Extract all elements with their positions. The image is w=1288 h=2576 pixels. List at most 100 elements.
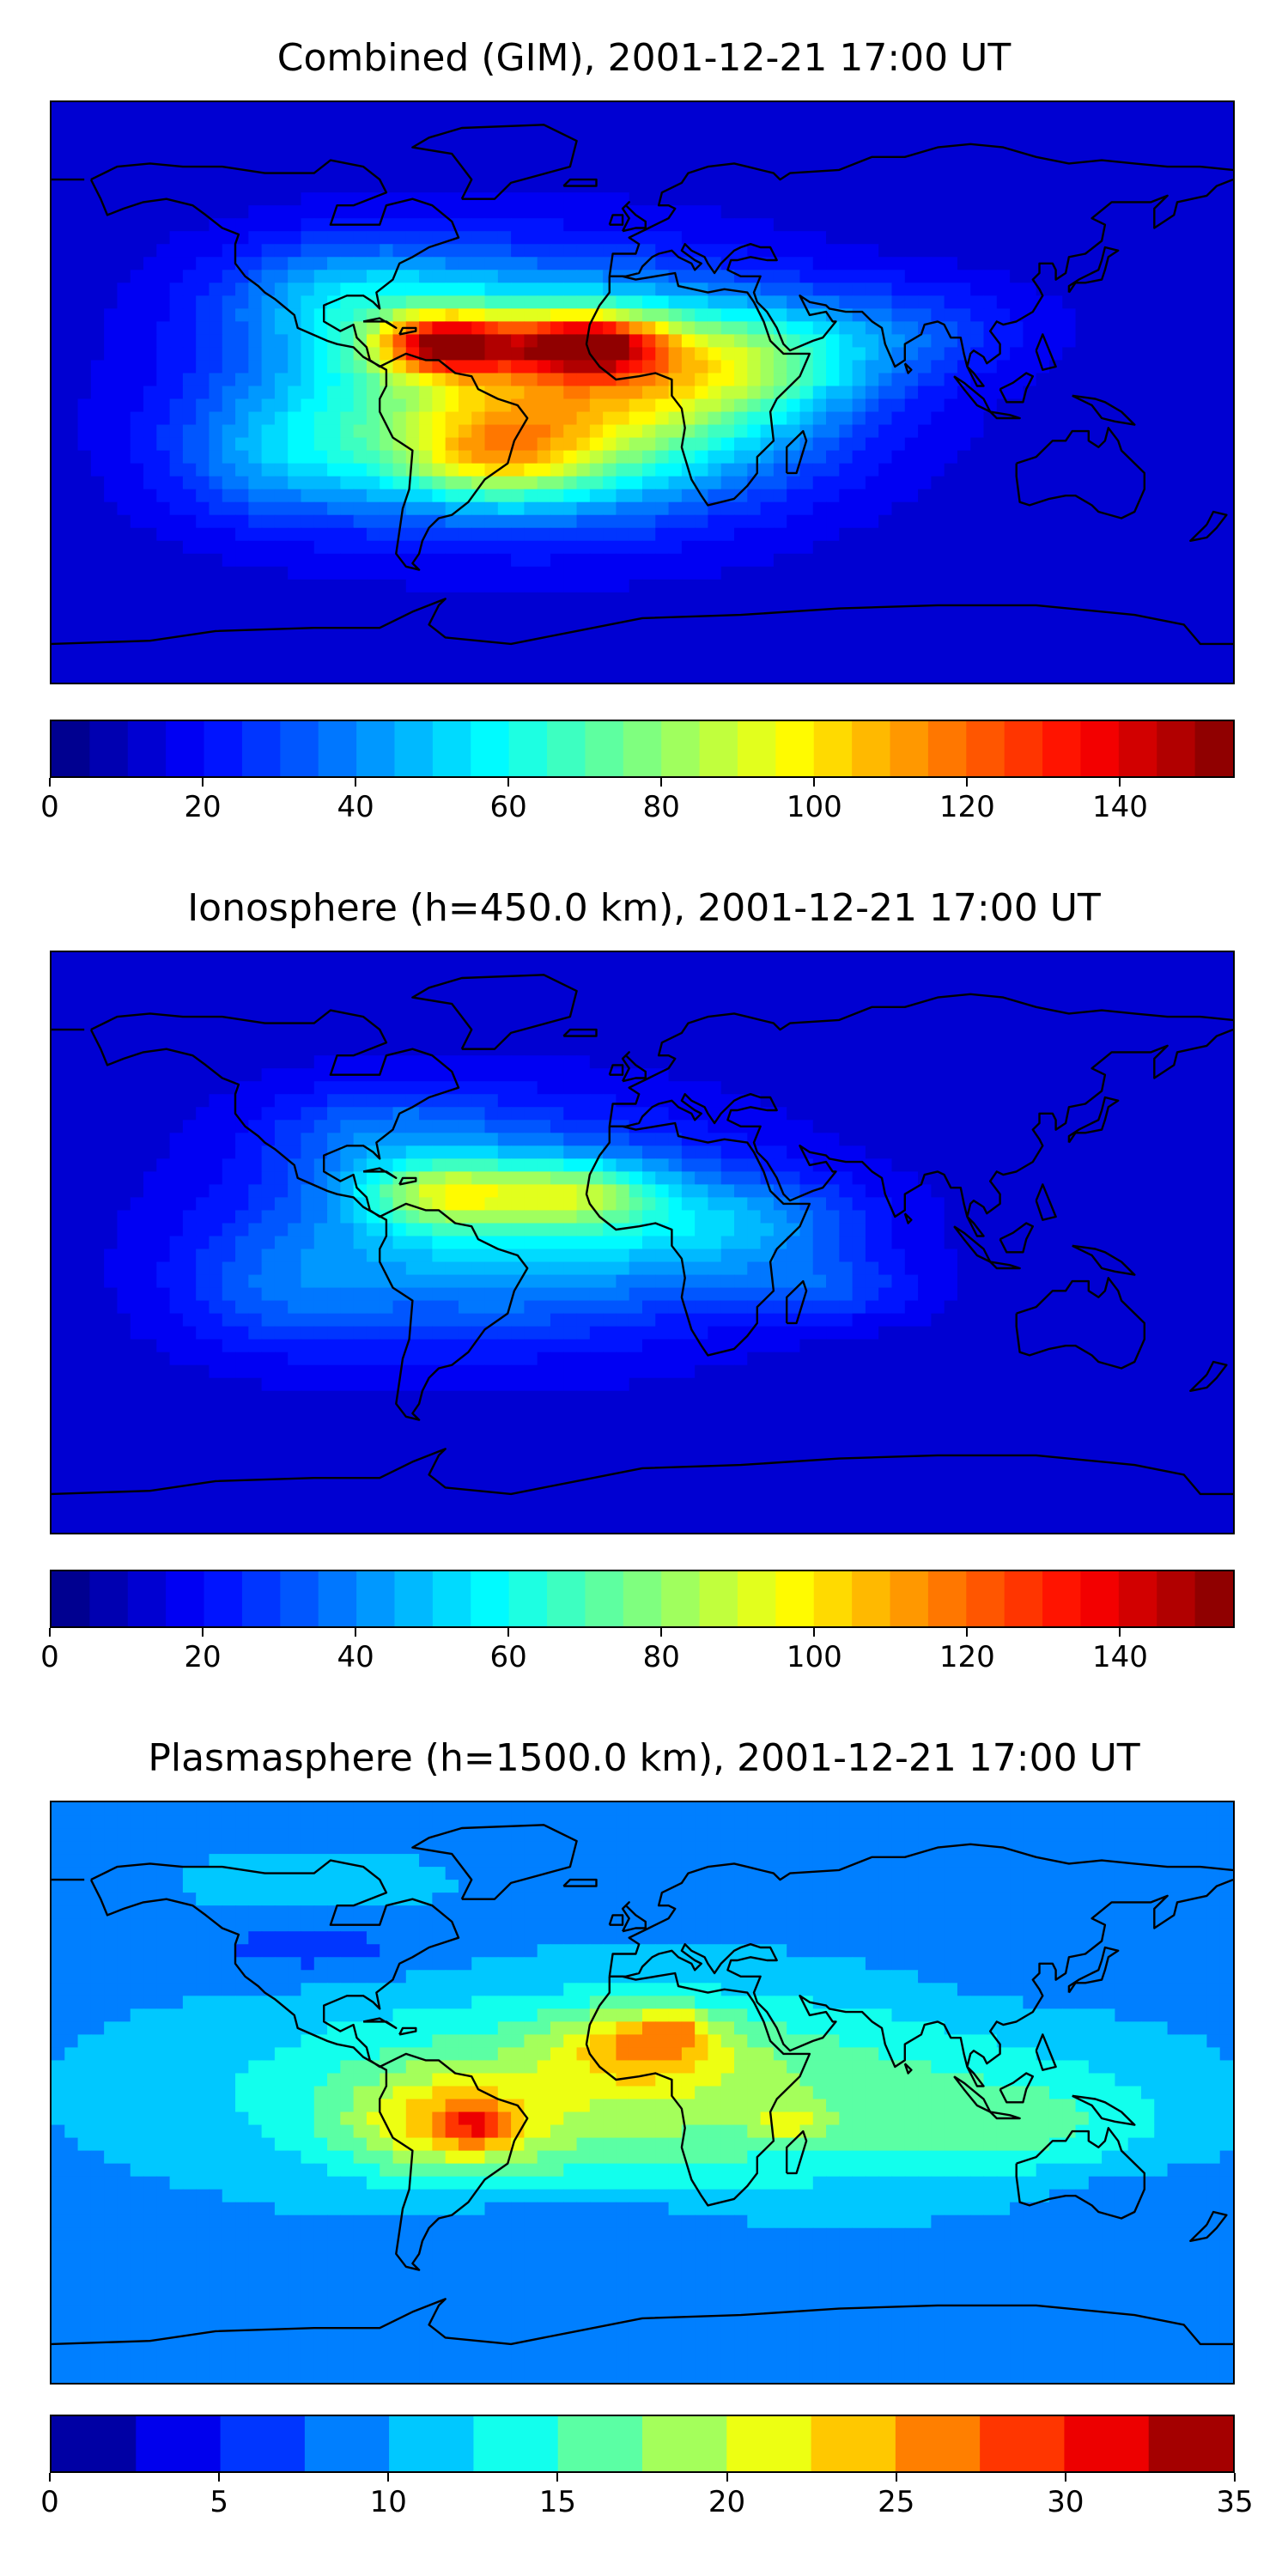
- tec-cell: [143, 192, 157, 206]
- tec-cell: [629, 669, 643, 683]
- tec-cell: [720, 398, 735, 413]
- tec-cell: [497, 218, 512, 232]
- tec-cell: [64, 437, 79, 452]
- tec-cell: [839, 347, 854, 361]
- tec-cell: [1219, 141, 1233, 155]
- tec-cell: [90, 115, 105, 129]
- tec-cell: [655, 489, 670, 503]
- tec-cell: [458, 424, 472, 439]
- tec-cell: [1127, 437, 1142, 452]
- tec-cell: [747, 231, 762, 245]
- tec-cell: [812, 154, 827, 167]
- tec-cell: [117, 514, 131, 529]
- tec-cell: [327, 257, 341, 270]
- tec-cell: [274, 334, 289, 349]
- tec-cell: [720, 463, 735, 477]
- tec-cell: [891, 270, 906, 283]
- tec-cell: [629, 463, 643, 477]
- tec-cell: [313, 334, 328, 349]
- tec-cell: [918, 579, 932, 593]
- tec-cell: [471, 540, 486, 555]
- tec-cell: [419, 630, 433, 645]
- tec-cell: [366, 540, 380, 555]
- tec-cell: [77, 283, 92, 296]
- tec-cell: [52, 566, 65, 580]
- tec-cell: [655, 630, 670, 645]
- tec-cell: [366, 630, 380, 645]
- tec-cell: [196, 579, 210, 593]
- tec-cell: [918, 179, 932, 193]
- tec-cell: [616, 360, 630, 374]
- tec-cell: [445, 347, 459, 361]
- tec-cell: [353, 476, 368, 490]
- tec-cell: [1075, 179, 1090, 193]
- tec-cell: [931, 373, 945, 387]
- tec-cell: [944, 501, 958, 516]
- tec-cell: [773, 1004, 787, 1018]
- tec-cell: [1167, 192, 1182, 206]
- tec-cell: [353, 579, 368, 593]
- tec-cell: [773, 270, 787, 283]
- tec-cell: [944, 1017, 958, 1030]
- tec-cell: [734, 501, 748, 516]
- tec-cell: [865, 1055, 879, 1069]
- tec-cell: [944, 398, 958, 413]
- tec-cell: [695, 1055, 709, 1069]
- tec-cell: [812, 463, 827, 477]
- tec-cell: [642, 321, 656, 335]
- tec-cell: [642, 386, 656, 400]
- tec-cell: [340, 373, 355, 387]
- tec-cell: [891, 952, 906, 966]
- tec-cell: [64, 347, 79, 361]
- tec-cell: [1036, 605, 1050, 619]
- tec-cell: [511, 1017, 525, 1030]
- tec-cell: [1048, 617, 1063, 632]
- tec-cell: [1127, 1042, 1142, 1056]
- tec-cell: [196, 1004, 210, 1018]
- tec-cell: [104, 360, 118, 374]
- tec-cell: [576, 501, 591, 516]
- tec-cell: [52, 386, 65, 400]
- tec-cell: [760, 283, 775, 296]
- tec-cell: [445, 617, 459, 632]
- tec-cell: [222, 244, 236, 258]
- tec-cell: [537, 978, 551, 992]
- tec-cell: [143, 360, 157, 374]
- tec-cell: [1167, 489, 1182, 503]
- tec-cell: [603, 398, 617, 413]
- tec-cell: [340, 1030, 355, 1043]
- tec-cell: [1167, 553, 1182, 568]
- tec-cell: [1075, 347, 1090, 361]
- tec-cell: [787, 257, 801, 270]
- tec-cell: [1102, 579, 1115, 593]
- tec-cell: [918, 463, 932, 477]
- tec-cell: [589, 553, 604, 568]
- tec-cell: [629, 605, 643, 619]
- tec-cell: [1167, 669, 1182, 683]
- tec-cell: [944, 308, 958, 322]
- tec-cell: [839, 1055, 854, 1069]
- tec-cell: [380, 244, 394, 258]
- tec-cell: [288, 283, 302, 296]
- tec-cell: [1075, 592, 1090, 606]
- tec-cell: [511, 192, 525, 206]
- tec-cell: [891, 553, 906, 568]
- tec-cell: [1127, 540, 1142, 555]
- tec-cell: [445, 1017, 459, 1030]
- tec-cell: [983, 231, 998, 245]
- tec-cell: [983, 128, 998, 142]
- tec-cell: [655, 231, 670, 245]
- tec-cell: [708, 617, 722, 632]
- tec-cell: [681, 514, 696, 529]
- tec-cell: [497, 411, 512, 426]
- tec-cell: [787, 283, 801, 296]
- tec-cell: [261, 952, 276, 966]
- tec-cell: [1180, 1030, 1194, 1043]
- tec-cell: [313, 257, 328, 270]
- tec-cell: [1023, 192, 1037, 206]
- tec-cell: [182, 978, 197, 992]
- tec-cell: [1140, 1030, 1155, 1043]
- tec-cell: [576, 463, 591, 477]
- tec-cell: [681, 179, 696, 193]
- tec-cell: [182, 154, 197, 167]
